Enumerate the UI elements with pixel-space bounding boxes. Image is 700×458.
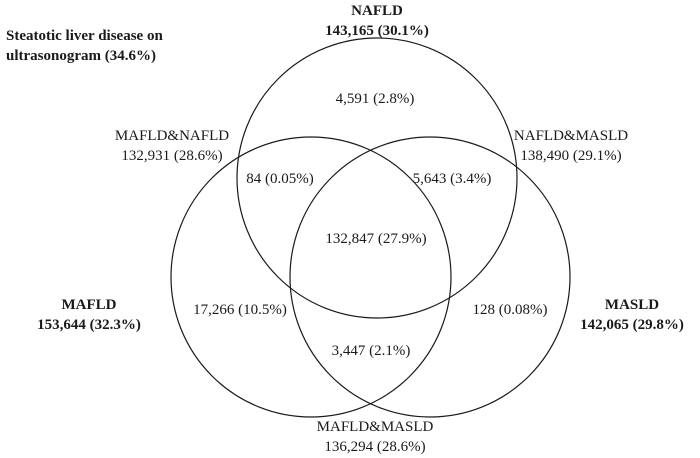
mafld-masld-name: MAFLD&MASLD (316, 419, 434, 435)
corner-note-line2: ultrasonogram (34.6%) (6, 48, 156, 64)
nafld-masld-count: 138,490 (29.1%) (520, 148, 622, 164)
corner-note-line1: Steatotic liver disease on (6, 28, 163, 44)
mafld-nafld-name: MAFLD&NAFLD (114, 128, 230, 144)
masld-circle (289, 136, 571, 418)
region-mafld-masld-only: 3,447 (2.1%) (331, 343, 411, 359)
nafld-masld-total-label: NAFLD&MASLD 138,490 (29.1%) (496, 126, 646, 166)
corner-note: Steatotic liver disease on ultrasonogram… (6, 26, 163, 66)
nafld-name: NAFLD (351, 3, 403, 19)
mafld-masld-total-label: MAFLD&MASLD 136,294 (28.6%) (295, 417, 455, 457)
region-mafld-nafld-only: 84 (0.05%) (246, 171, 314, 187)
nafld-label: NAFLD 143,165 (30.1%) (297, 1, 457, 41)
mafld-nafld-total-label: MAFLD&NAFLD 132,931 (28.6%) (92, 126, 252, 166)
region-nafld-masld-only: 5,643 (3.4%) (412, 171, 492, 187)
mafld-count: 153,644 (32.3%) (37, 317, 141, 333)
nafld-count: 143,165 (30.1%) (325, 23, 429, 39)
nafld-circle (236, 37, 518, 319)
mafld-name: MAFLD (61, 297, 117, 313)
region-masld-only: 128 (0.08%) (472, 302, 548, 318)
mafld-label: MAFLD 153,644 (32.3%) (14, 295, 164, 335)
masld-count: 142,065 (29.8%) (580, 317, 684, 333)
region-mafld-only: 17,266 (10.5%) (193, 302, 287, 318)
region-nafld-only: 4,591 (2.8%) (335, 91, 415, 107)
region-all-three: 132,847 (27.9%) (325, 231, 427, 247)
mafld-circle (170, 136, 452, 418)
nafld-masld-name: NAFLD&MASLD (513, 128, 629, 144)
masld-name: MASLD (604, 297, 660, 313)
masld-label: MASLD 142,065 (29.8%) (564, 295, 700, 335)
mafld-masld-count: 136,294 (28.6%) (324, 439, 426, 455)
mafld-nafld-count: 132,931 (28.6%) (121, 148, 223, 164)
